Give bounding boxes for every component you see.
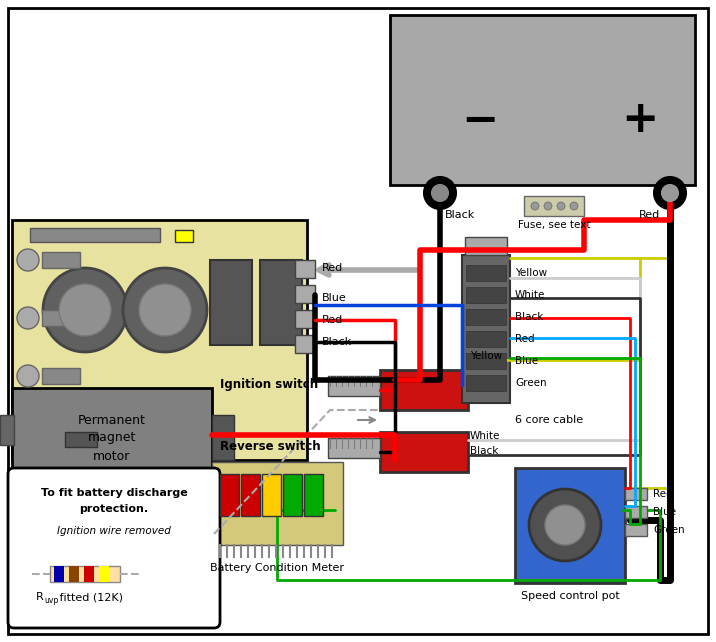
Text: Permanent
magnet
motor: Permanent magnet motor (78, 413, 146, 462)
Bar (295, 260, 315, 278)
Text: Battery Condition Meter: Battery Condition Meter (210, 563, 344, 573)
Circle shape (531, 202, 539, 210)
Bar (65, 432, 97, 447)
Bar (380, 432, 468, 472)
Text: 6 core cable: 6 core cable (515, 415, 583, 425)
Bar (625, 506, 647, 518)
Bar (241, 474, 260, 516)
Text: Red: Red (322, 263, 343, 273)
Circle shape (424, 177, 456, 209)
Text: Black: Black (445, 210, 475, 220)
Bar (210, 260, 252, 345)
Text: Ignition wire removed: Ignition wire removed (57, 526, 171, 536)
Circle shape (662, 185, 678, 201)
Bar (515, 468, 625, 583)
Bar (425, 187, 445, 199)
Bar (465, 237, 507, 255)
Circle shape (123, 268, 207, 352)
Text: Speed control pot: Speed control pot (521, 591, 619, 601)
Bar (84, 566, 94, 582)
Text: To fit battery discharge: To fit battery discharge (41, 488, 188, 498)
Text: Reverse switch: Reverse switch (220, 440, 321, 453)
Bar (54, 566, 64, 582)
Bar (212, 415, 234, 460)
Bar (466, 265, 506, 281)
Circle shape (139, 284, 191, 336)
FancyBboxPatch shape (8, 468, 220, 628)
Text: Black: Black (515, 312, 543, 322)
Text: Red: Red (639, 210, 661, 220)
Text: Green: Green (653, 525, 684, 535)
Text: Blue: Blue (653, 507, 676, 517)
Text: Yellow: Yellow (470, 351, 502, 361)
Text: Green: Green (515, 378, 546, 388)
Circle shape (544, 202, 552, 210)
Circle shape (17, 249, 39, 271)
Text: White: White (515, 290, 546, 300)
Bar (295, 335, 315, 353)
Bar (625, 488, 647, 500)
Bar (212, 462, 343, 545)
Circle shape (432, 185, 448, 201)
Text: Black: Black (322, 337, 352, 347)
Text: Blue: Blue (515, 356, 538, 366)
Bar (328, 438, 380, 458)
Circle shape (545, 505, 585, 545)
Text: Fuse, see text: Fuse, see text (518, 220, 590, 230)
Text: −: − (461, 98, 498, 141)
Text: fitted (12K): fitted (12K) (56, 592, 123, 602)
Bar (328, 376, 380, 396)
Circle shape (570, 202, 578, 210)
Bar (295, 310, 315, 328)
Bar (220, 474, 239, 516)
Text: Blue: Blue (322, 293, 347, 303)
Bar (380, 370, 468, 410)
Text: +: + (621, 98, 659, 141)
Text: R: R (36, 592, 44, 602)
Bar (655, 187, 675, 199)
Text: Red: Red (515, 334, 535, 344)
Text: Ignition switch: Ignition switch (220, 378, 318, 391)
Text: Red: Red (322, 315, 343, 325)
Text: Red: Red (653, 489, 672, 499)
Bar (30, 228, 160, 242)
Bar (295, 285, 315, 303)
Bar (466, 331, 506, 347)
Bar (524, 196, 584, 216)
Circle shape (43, 268, 127, 352)
Bar (283, 474, 302, 516)
Bar (466, 353, 506, 369)
Circle shape (17, 307, 39, 329)
Circle shape (529, 489, 601, 561)
Bar (0, 415, 14, 445)
Bar (42, 368, 80, 384)
Bar (50, 566, 120, 582)
Bar (462, 255, 510, 403)
Bar (42, 252, 80, 268)
Text: White: White (470, 431, 500, 441)
Bar (69, 566, 79, 582)
Bar (304, 474, 323, 516)
Bar (262, 474, 281, 516)
Bar (12, 220, 307, 460)
Bar (466, 309, 506, 325)
Bar (390, 15, 695, 185)
Bar (175, 230, 193, 242)
Bar (99, 566, 109, 582)
Text: Yellow: Yellow (515, 268, 547, 278)
Text: uvp: uvp (44, 596, 58, 605)
Circle shape (59, 284, 111, 336)
Bar (260, 260, 302, 345)
Circle shape (654, 177, 686, 209)
Bar (42, 310, 80, 326)
Bar (466, 287, 506, 303)
Bar (12, 388, 212, 488)
Text: Black: Black (470, 446, 498, 456)
Bar (625, 524, 647, 536)
Bar (466, 375, 506, 391)
Text: protection.: protection. (79, 504, 148, 514)
Circle shape (17, 365, 39, 387)
Circle shape (557, 202, 565, 210)
